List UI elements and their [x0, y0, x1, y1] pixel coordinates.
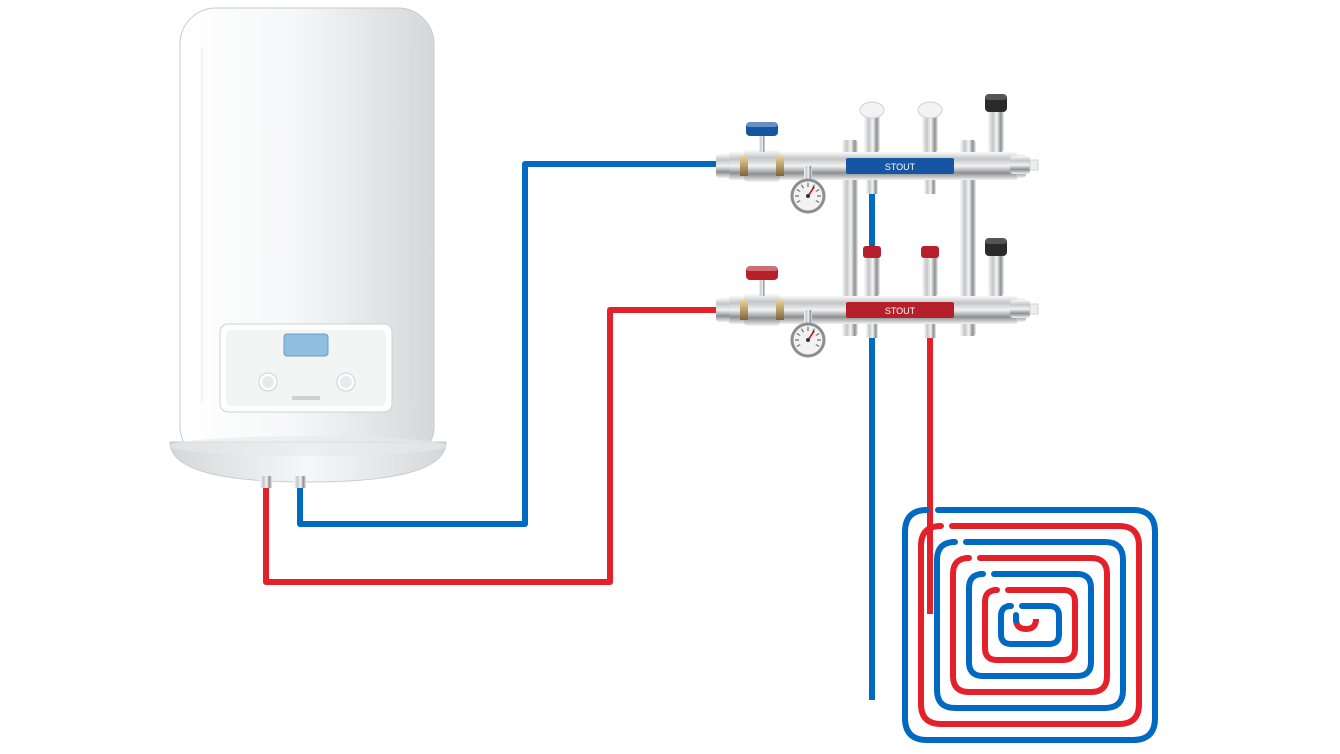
manifold-brand-label: STOUT [885, 306, 916, 316]
return-flow-cap-0[interactable] [860, 102, 884, 118]
supply-flow-adjuster-0[interactable] [863, 246, 881, 258]
manifold-brand-label: STOUT [885, 162, 916, 172]
supply-flow-adjuster-1[interactable] [921, 246, 939, 258]
boiler-display [284, 334, 328, 356]
boiler [170, 8, 446, 488]
return-flow-cap-1[interactable] [918, 102, 942, 118]
floor-heating-coil [872, 510, 1155, 740]
manifold: STOUT STOUT [716, 94, 1038, 356]
